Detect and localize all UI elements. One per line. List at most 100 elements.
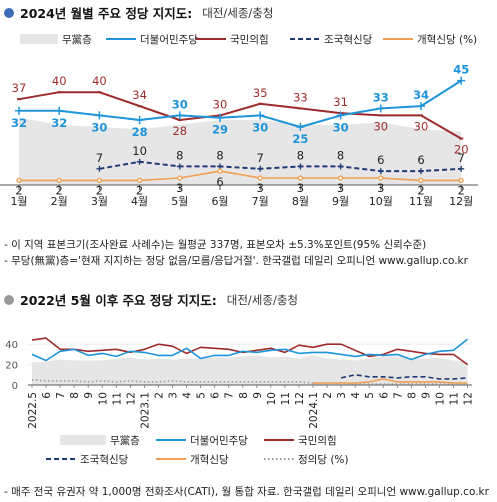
data-label-reform: 2 bbox=[96, 183, 103, 197]
data-point-marker bbox=[297, 163, 304, 170]
legend-item: 정의당 (%) bbox=[264, 454, 349, 466]
data-point-marker bbox=[17, 98, 21, 101]
data-label-minjoo: 32 bbox=[51, 116, 67, 130]
x-tick-label: 7 bbox=[392, 392, 404, 399]
x-tick-label: 4 bbox=[350, 392, 362, 399]
source-note: - 매주 전국 유권자 약 1,000명 전화조사(CATI), 월 통합 자료… bbox=[4, 486, 489, 498]
data-point-marker bbox=[176, 163, 183, 170]
x-tick-label: 11 bbox=[111, 392, 123, 405]
y-tick-label: 40 bbox=[5, 340, 18, 351]
legend-item: 국민의힘 bbox=[196, 34, 269, 46]
data-label-minjoo: 34 bbox=[413, 88, 429, 102]
data-label-rebuilding: 7 bbox=[458, 151, 465, 165]
x-tick-label: 8월 bbox=[292, 195, 309, 208]
data-label-minjoo: 32 bbox=[11, 116, 27, 130]
data-point-marker bbox=[55, 106, 64, 115]
data-point-marker bbox=[96, 177, 103, 184]
x-tick-label: 7 bbox=[224, 392, 236, 399]
data-label-rebuilding: 8 bbox=[337, 148, 344, 162]
data-label-minjoo: 45 bbox=[453, 63, 469, 77]
data-point-marker bbox=[136, 158, 143, 165]
x-tick-label: 9 bbox=[83, 392, 95, 399]
data-point-marker bbox=[257, 175, 263, 181]
x-tick-label: 10 bbox=[97, 392, 109, 405]
x-tick-label: 11 bbox=[449, 392, 461, 405]
x-tick-label: 7월 bbox=[252, 195, 269, 208]
data-point-marker bbox=[256, 111, 265, 120]
panel1-title: 2024년 월별 주요 정당 지지도: bbox=[20, 6, 193, 21]
data-label-ppp: 20 bbox=[454, 143, 469, 157]
data-label-ppp: 34 bbox=[132, 88, 147, 102]
data-label-ppp: 31 bbox=[333, 95, 348, 109]
legend-item: 국민의힘 bbox=[264, 435, 337, 447]
x-tick-label: 2 bbox=[153, 392, 165, 399]
legend-label: 국민의힘 bbox=[230, 34, 269, 46]
legend-label: 국민의힘 bbox=[298, 435, 337, 447]
data-label-minjoo: 25 bbox=[292, 132, 308, 146]
data-label-rebuilding: 8 bbox=[297, 148, 304, 162]
legend-item: 개혁신당 bbox=[156, 454, 229, 466]
legend-label: 더불어민주당 bbox=[140, 34, 198, 46]
x-tick-label: 4월 bbox=[131, 195, 148, 208]
legend-label: 정의당 (%) bbox=[298, 454, 349, 466]
data-label-rebuilding: 10 bbox=[132, 144, 147, 158]
series-line-더불어민주당 bbox=[19, 79, 462, 128]
data-point-marker bbox=[337, 175, 344, 181]
data-label-rebuilding: 6 bbox=[377, 153, 384, 167]
legend-item: 더불어민주당 bbox=[156, 435, 248, 447]
data-point-marker bbox=[378, 175, 384, 181]
data-label-reform: 3 bbox=[377, 181, 384, 195]
data-label-rebuilding: 7 bbox=[257, 151, 264, 165]
data-point-marker bbox=[137, 105, 142, 108]
legend-item: 조국혁신당 bbox=[290, 34, 373, 46]
x-tick-label: 10 bbox=[434, 392, 446, 405]
x-tick-label: 12월 bbox=[449, 195, 473, 208]
data-label-rebuilding: 6 bbox=[417, 153, 424, 167]
data-point-marker bbox=[458, 177, 464, 184]
x-tick-label: 5 bbox=[364, 392, 376, 399]
sample-note: - 이 지역 표본크기(조사완료 사례수)는 월평균 337명, 표본오차 ±5… bbox=[4, 239, 427, 251]
x-tick-label: 3 bbox=[336, 392, 348, 399]
data-point-marker bbox=[458, 165, 465, 172]
x-tick-label: 2 bbox=[322, 392, 334, 399]
legend-item: 무黨층 bbox=[20, 33, 92, 46]
data-label-reform: 2 bbox=[56, 183, 63, 197]
data-label-ppp: 33 bbox=[293, 90, 308, 104]
data-point-marker bbox=[136, 177, 143, 184]
x-tick-label: 3월 bbox=[91, 195, 108, 208]
x-tick-label: 6 bbox=[378, 392, 390, 399]
data-label-minjoo: 28 bbox=[132, 125, 148, 139]
panel2-title-row: 2022년 5월 이후 주요 정당 지지도: 대전/세종/충청 bbox=[4, 290, 298, 309]
data-point-marker bbox=[175, 111, 184, 120]
data-label-ppp: 30 bbox=[414, 119, 429, 133]
series-line-더불어민주당 bbox=[31, 338, 469, 362]
data-point-marker bbox=[257, 165, 264, 172]
data-point-marker bbox=[95, 111, 104, 120]
x-tick-label: 9월 bbox=[332, 195, 349, 208]
x-tick-label: 6 bbox=[41, 392, 53, 399]
data-label-reform: 3 bbox=[176, 181, 183, 195]
x-tick-label: 11 bbox=[280, 392, 292, 405]
x-tick-label: 9 bbox=[420, 392, 432, 399]
data-point-marker bbox=[459, 137, 464, 140]
x-tick-label: 7 bbox=[55, 392, 67, 399]
data-label-reform: 6 bbox=[216, 175, 223, 189]
series-line-조국혁신당 bbox=[340, 374, 468, 380]
data-point-marker bbox=[418, 168, 424, 175]
data-label-minjoo: 30 bbox=[252, 120, 268, 134]
legend-item: 조국혁신당 bbox=[46, 454, 129, 466]
data-label-reform: 3 bbox=[297, 181, 304, 195]
data-point-marker bbox=[418, 177, 424, 184]
legend-item: 더불어민주당 bbox=[106, 34, 198, 46]
data-label-reform: 3 bbox=[257, 181, 264, 195]
legend-item: 무黨층 bbox=[60, 434, 140, 447]
data-point-marker bbox=[96, 165, 103, 172]
data-point-marker bbox=[297, 175, 304, 181]
data-point-marker bbox=[97, 91, 102, 94]
x-tick-label: 11월 bbox=[409, 195, 433, 208]
legend-label: 개혁신당 (%) bbox=[417, 34, 477, 46]
x-tick-label: 12 bbox=[463, 392, 475, 405]
data-point-marker bbox=[177, 119, 182, 122]
data-label-reform: 2 bbox=[417, 183, 424, 197]
